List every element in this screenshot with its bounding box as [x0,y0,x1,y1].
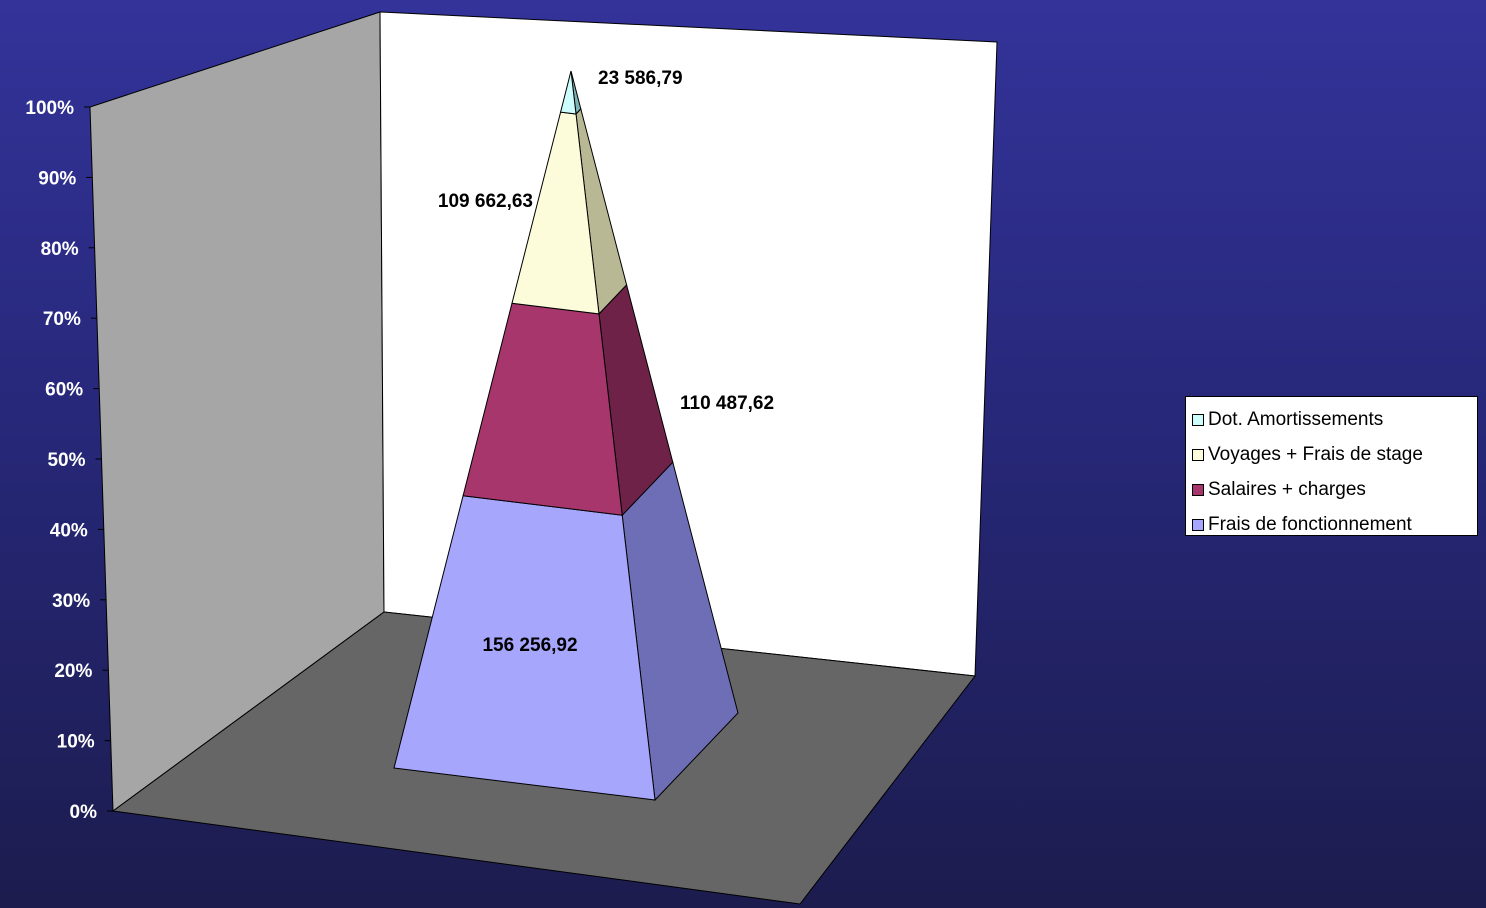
y-tick-label: 90% [38,168,76,189]
legend-item: Voyages + Frais de stage [1192,437,1477,472]
y-tick-label: 70% [43,309,81,330]
legend-label: Frais de fonctionnement [1208,513,1412,535]
legend-swatch [1192,518,1204,531]
legend-label: Voyages + Frais de stage [1208,443,1423,465]
pyramid-segment-front [559,70,577,115]
legend-label: Dot. Amortissements [1208,408,1384,430]
legend: Dot. Amortissements Voyages + Frais de st… [1185,396,1478,536]
y-tick-label: 80% [41,239,79,260]
legend-item: Dot. Amortissements [1192,402,1477,437]
legend-item: Salaires + charges [1192,472,1477,507]
y-tick-label: 60% [45,380,83,401]
data-label: 109 662,63 [438,191,533,212]
y-tick-label: 30% [52,591,90,612]
pyramid [393,70,739,802]
legend-item: Frais de fonctionnement [1192,507,1477,542]
data-labels: 156 256,92 110 487,62 109 662,63 23 586,79 [438,68,774,656]
data-label: 23 586,79 [598,68,683,89]
y-tick-label: 0% [70,802,98,823]
legend-swatch [1192,483,1204,496]
legend-swatch [1192,413,1204,426]
data-label: 110 487,62 [680,393,774,414]
y-axis: 0% 10% 20% 30% 40% 50% 60% 70% 80% 90% 100% [25,98,113,823]
y-tick-label: 20% [54,661,92,682]
legend-swatch [1192,448,1204,461]
data-label: 156 256,92 [482,635,577,656]
y-tick-label: 100% [25,98,74,119]
y-tick-label: 10% [57,732,95,753]
legend-label: Salaires + charges [1208,478,1366,500]
y-tick-label: 40% [50,520,88,541]
y-tick-label: 50% [47,450,85,471]
